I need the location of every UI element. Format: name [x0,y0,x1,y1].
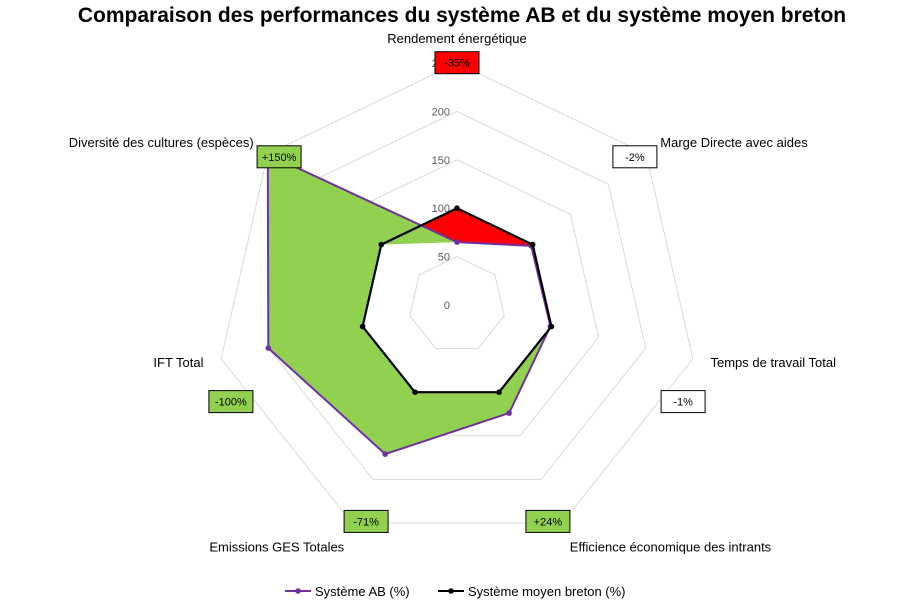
annotation-text: +150% [262,152,297,164]
radar-axis-labels: Rendement énergétique Marge Directe avec … [69,31,836,554]
reference-point-marge-directe-avec-aides [529,241,536,248]
axis-label-ift-total: IFT Total [153,355,203,370]
tick-label: 150 [432,155,450,167]
annotation-box [525,509,571,533]
inner-area [362,242,551,393]
annotation-text: -100% [215,397,247,409]
annotation-box [208,390,254,414]
chart-title: Comparaison des performances du système … [77,4,847,27]
reference-point-efficience-economique-des-intrants [496,389,502,396]
axis-label-efficience-economique-des-intrants: Efficience économique des intrants [570,539,772,554]
annotation-box [434,51,480,75]
axis-label-temps-de-travail-total: Temps de travail Total [711,355,837,370]
axis-label-emissions-ges-totales: Emissions GES Totales [209,539,344,554]
annotation-text: -71% [353,516,379,528]
ab-point-ift-total [265,345,272,351]
ab-point-efficience-economique-des-intrants [506,410,512,416]
legend-label-reference: Système moyen breton (%) [468,584,626,599]
reference-point-rendement-energetique [454,205,460,211]
annotation-ift-total: -100% [208,390,254,414]
annotation-box [256,145,302,169]
annotation-emissions-ges-totales: -71% [343,509,389,533]
annotation-rendement-energetique: -35% [434,51,480,75]
legend-item-reference: Système moyen breton (%) [438,584,626,599]
radar-annotations: -35% -2% -1% +24% -71% -100% +150% [208,51,706,533]
annotation-marge-directe-avec-aides: -2% [612,145,658,169]
legend: Système AB (%) Système moyen breton (%) [285,584,626,599]
annotation-text: -1% [673,397,693,409]
annotation-box [660,390,706,414]
reference-point-temps-de-travail-total [548,323,555,330]
reference-point-emissions-ges-totales [412,389,418,396]
annotation-temps-de-travail-total: -1% [660,390,706,414]
annotation-efficience-economique-des-intrants: +24% [525,509,571,533]
reference-point-ift-total [359,323,366,330]
annotation-text: +24% [534,516,563,528]
axis-label-diversite-des-cultures-especes: Diversité des cultures (espèces) [69,135,254,150]
annotation-text: -2% [625,152,645,164]
legend-marker-ab [295,588,301,594]
tick-label: 50 [438,252,450,264]
reference-series-line [361,207,553,394]
ab-point-rendement-energetique [454,239,460,245]
annotation-box [343,509,389,533]
tick-label: 100 [432,203,450,215]
ab-series-line [266,153,552,456]
tick-label: 0 [444,300,450,312]
annotation-diversite-des-cultures-especes: +150% [256,145,302,169]
grid-ring-250 [220,62,694,524]
legend-marker-reference [448,588,454,594]
axis-label-marge-directe-avec-aides: Marge Directe avec aides [660,135,808,150]
tick-label: 200 [432,106,450,118]
reference-point-diversite-des-cultures-especes [378,241,385,248]
radar-areas [267,154,552,455]
annotation-text: -35% [444,58,470,70]
grid-ring-inner-50 [409,256,505,350]
axis-label-rendement-energetique: Rendement énergétique [387,31,527,46]
legend-item-ab: Système AB (%) [285,584,410,599]
ab-point-emissions-ges-totales [382,451,389,457]
annotation-box [612,145,658,169]
legend-label-ab: Système AB (%) [315,584,410,599]
